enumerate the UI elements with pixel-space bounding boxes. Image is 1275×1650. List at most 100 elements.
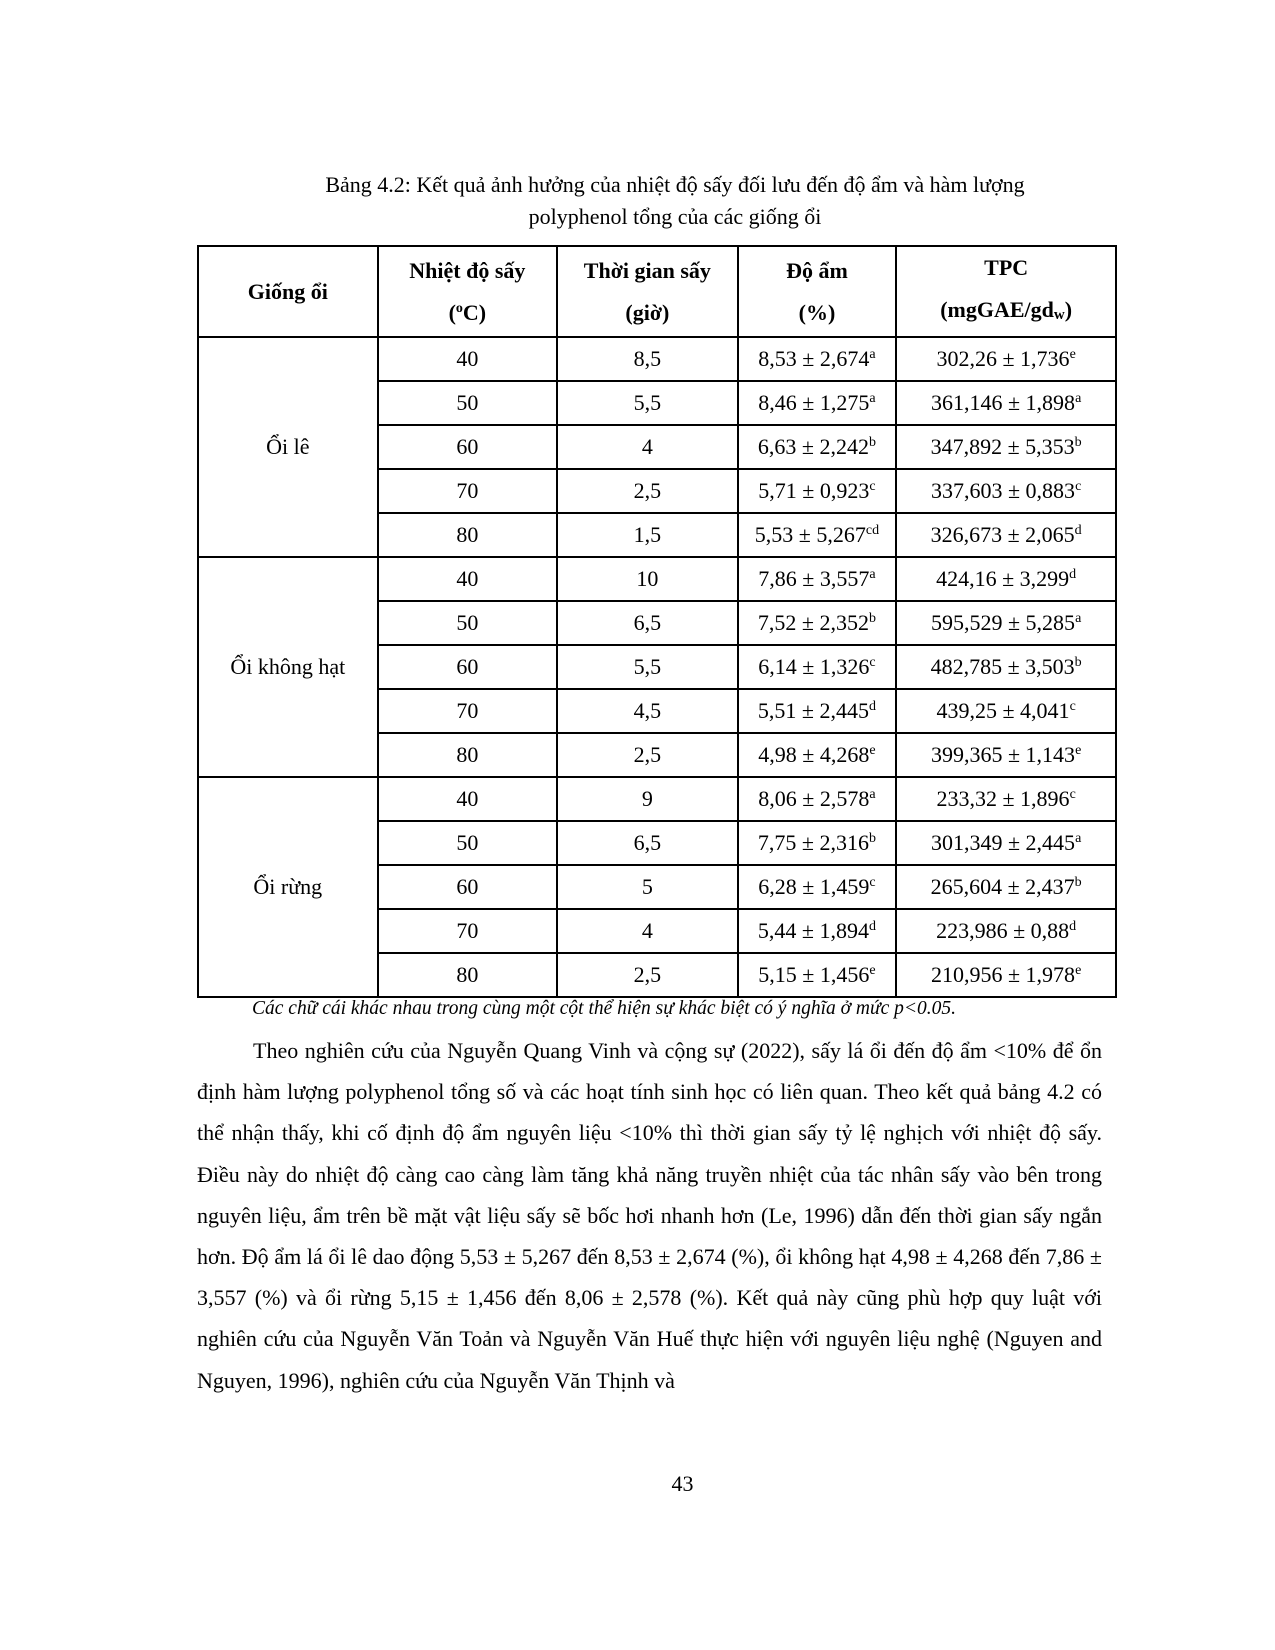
header-drying-time: Thời gian sấy (giờ) — [556, 245, 739, 338]
significance-letter: e — [1075, 743, 1082, 758]
header-unit: (oC) — [448, 299, 487, 325]
tpc-cell: 439,25 ± 4,041c — [895, 688, 1117, 734]
significance-letter: c — [1069, 699, 1076, 714]
cell-value: 6,14 ± 1,326 — [758, 654, 870, 679]
variety-cell: Ổi không hạt — [197, 556, 379, 778]
cell-value: 595,529 ± 5,285 — [930, 610, 1076, 635]
significance-letter: b — [868, 611, 876, 626]
cell-value: 8,46 ± 1,275 — [758, 390, 870, 415]
cell-value: 7,86 ± 3,557 — [758, 566, 870, 591]
temperature-cell: 60 — [376, 644, 559, 690]
temperature-cell: 50 — [376, 380, 559, 426]
header-unit: (%) — [798, 299, 836, 325]
temperature-cell: 50 — [376, 820, 559, 866]
variety-cell: Ổi lê — [197, 336, 379, 558]
cell-value: 8,06 ± 2,578 — [758, 786, 870, 811]
moisture-cell: 5,53 ± 5,267cd — [736, 512, 898, 558]
tpc-cell: 223,986 ± 0,88d — [895, 908, 1117, 954]
cell-value: 8,53 ± 2,674 — [758, 346, 870, 371]
tpc-cell: 326,673 ± 2,065d — [895, 512, 1117, 558]
cell-value: 5,71 ± 0,923 — [758, 478, 870, 503]
moisture-cell: 6,28 ± 1,459c — [736, 864, 898, 910]
header-text: Giống ổi — [247, 278, 328, 304]
table-header-row: Giống ổi Nhiệt độ sấy (oC) Thời gian sấy (… — [197, 245, 1117, 338]
significance-letter: c — [1075, 479, 1082, 494]
header-unit: (giờ) — [625, 299, 670, 325]
temperature-cell: 70 — [376, 908, 559, 954]
drying-time-cell: 9 — [556, 776, 739, 822]
moisture-cell: 5,51 ± 2,445d — [736, 688, 898, 734]
table-row: 80 2,5 5,15 ± 1,456e 210,956 ± 1,978e — [198, 952, 1117, 998]
cell-value: 326,673 ± 2,065 — [930, 522, 1075, 547]
cell-value: 5,15 ± 1,456 — [758, 962, 870, 987]
moisture-cell: 5,44 ± 1,894d — [736, 908, 898, 954]
cell-value: 302,26 ± 1,736 — [936, 346, 1070, 371]
moisture-cell: 8,06 ± 2,578a — [736, 776, 898, 822]
drying-time-cell: 5 — [556, 864, 739, 910]
table-note: Các chữ cái khác nhau trong cùng một cột… — [252, 998, 957, 1019]
tpc-cell: 361,146 ± 1,898a — [895, 380, 1117, 426]
temperature-cell: 70 — [376, 688, 559, 734]
significance-letter: a — [869, 787, 876, 802]
table-row: 60 5,5 6,14 ± 1,326c 482,785 ± 3,503b — [198, 644, 1117, 690]
header-text: Độ ẩm — [786, 257, 848, 283]
header-text: TPC — [984, 255, 1029, 280]
cell-value: 223,986 ± 0,88 — [936, 918, 1070, 943]
table-row: 70 2,5 5,71 ± 0,923c 337,603 ± 0,883c — [198, 468, 1117, 514]
drying-time-cell: 2,5 — [556, 468, 739, 514]
significance-letter: d — [868, 699, 876, 714]
cell-value: 399,365 ± 1,143 — [930, 742, 1076, 767]
cell-value: 5,51 ± 2,445 — [757, 698, 869, 723]
cell-value: 210,956 ± 1,978 — [930, 962, 1076, 987]
significance-letter: e — [869, 963, 876, 978]
header-tpc: TPC (mgGAE/gdw) — [895, 245, 1117, 338]
table-row: 70 4,5 5,51 ± 2,445d 439,25 ± 4,041c — [198, 688, 1117, 734]
tpc-cell: 482,785 ± 3,503b — [895, 644, 1117, 690]
tpc-cell: 210,956 ± 1,978e — [895, 952, 1117, 998]
table-row: 50 6,5 7,75 ± 2,316b 301,349 ± 2,445a — [198, 820, 1117, 866]
cell-value: 7,52 ± 2,352 — [757, 610, 869, 635]
table-row: 80 2,5 4,98 ± 4,268e 399,365 ± 1,143e — [198, 732, 1117, 778]
table-row: 80 1,5 5,53 ± 5,267cd 326,673 ± 2,065d — [198, 512, 1117, 558]
table-row: Ổi không hạt 40 10 7,86 ± 3,557a 424,16 ± 3,… — [197, 556, 1117, 778]
table-caption-line-1: Bảng 4.2: Kết quả ảnh hưởng của nhiệt độ… — [325, 172, 1025, 197]
table-row: 70 4 5,44 ± 1,894d 223,986 ± 0,88d — [198, 908, 1117, 954]
cell-value: 5,53 ± 5,267 — [754, 522, 866, 547]
moisture-cell: 8,46 ± 1,275a — [736, 380, 898, 426]
cell-value: 424,16 ± 3,299 — [936, 566, 1070, 591]
table-row: 50 5,5 8,46 ± 1,275a 361,146 ± 1,898a — [198, 380, 1117, 426]
cell-value: 361,146 ± 1,898 — [930, 390, 1076, 415]
tpc-cell: 302,26 ± 1,736e — [895, 336, 1117, 382]
header-unit: (mgGAE/gdw) — [940, 297, 1073, 323]
temperature-cell: 60 — [376, 864, 559, 910]
tpc-cell: 595,529 ± 5,285a — [895, 600, 1117, 646]
cell-value: 4,98 ± 4,268 — [758, 742, 870, 767]
significance-letter: d — [1074, 523, 1082, 538]
significance-letter: e — [1069, 347, 1076, 362]
temperature-cell: 40 — [376, 556, 559, 602]
tpc-cell: 347,892 ± 5,353b — [895, 424, 1117, 470]
moisture-cell: 6,14 ± 1,326c — [736, 644, 898, 690]
cell-value: 347,892 ± 5,353 — [930, 434, 1075, 459]
tpc-cell: 337,603 ± 0,883c — [895, 468, 1117, 514]
significance-letter: a — [869, 347, 876, 362]
tpc-cell: 424,16 ± 3,299d — [895, 556, 1117, 602]
table-row: 60 4 6,63 ± 2,242b 347,892 ± 5,353b — [198, 424, 1117, 470]
cell-value: 482,785 ± 3,503 — [930, 654, 1075, 679]
drying-time-cell: 4 — [556, 908, 739, 954]
results-table: Giống ổi Nhiệt độ sấy (oC) Thời gian sấy (… — [197, 245, 1117, 998]
table-caption-line-2: polyphenol tổng của các giống ổi — [528, 204, 822, 229]
moisture-cell: 5,71 ± 0,923c — [736, 468, 898, 514]
moisture-cell: 8,53 ± 2,674a — [736, 336, 898, 382]
moisture-cell: 6,63 ± 2,242b — [736, 424, 898, 470]
significance-letter: a — [869, 391, 876, 406]
significance-letter: b — [1074, 875, 1082, 890]
temperature-cell: 80 — [376, 512, 559, 558]
significance-letter: e — [1075, 963, 1082, 978]
significance-letter: d — [868, 919, 876, 934]
significance-letter: c — [869, 479, 876, 494]
temperature-cell: 40 — [376, 776, 559, 822]
moisture-cell: 7,75 ± 2,316b — [736, 820, 898, 866]
drying-time-cell: 2,5 — [556, 732, 739, 778]
drying-time-cell: 5,5 — [556, 380, 739, 426]
